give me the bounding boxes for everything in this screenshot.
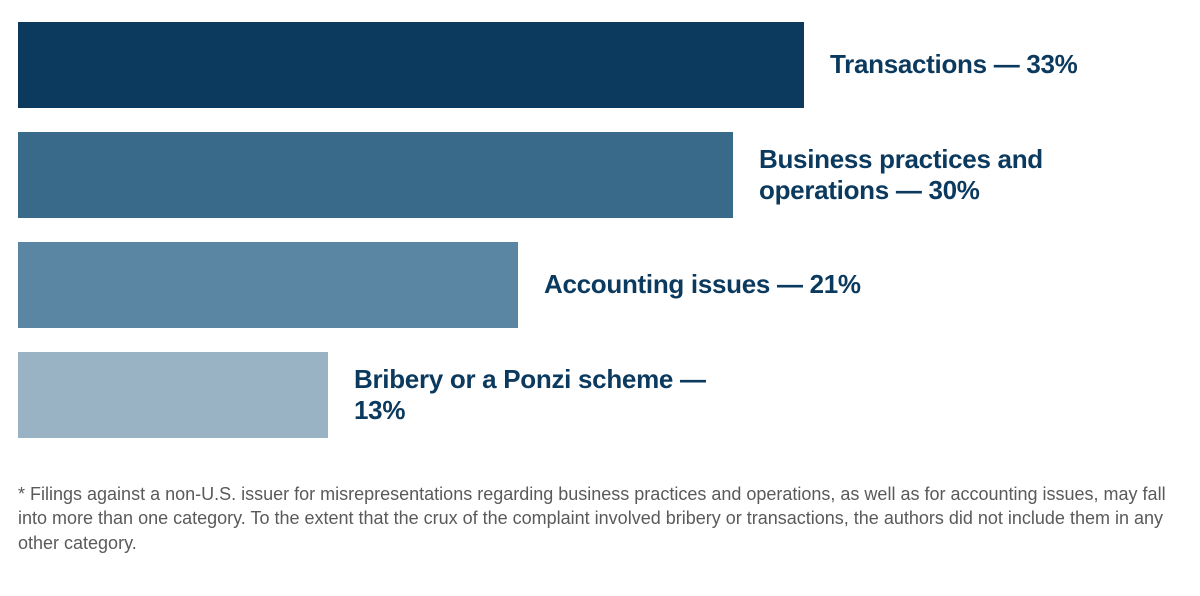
bar-label: Business practices and operations — 30% xyxy=(759,144,1139,206)
bar-segment xyxy=(18,242,518,328)
bar-segment xyxy=(18,22,804,108)
bar-chart: Transactions — 33% Business practices an… xyxy=(0,0,1200,438)
bar-row: Bribery or a Ponzi scheme — 13% xyxy=(18,352,1182,438)
bar-label: Bribery or a Ponzi scheme — 13% xyxy=(354,364,734,426)
bar-label: Transactions — 33% xyxy=(830,49,1077,80)
bar-segment xyxy=(18,352,328,438)
bar-label: Accounting issues — 21% xyxy=(544,269,861,300)
bar-segment xyxy=(18,132,733,218)
footnote-text: * Filings against a non-U.S. issuer for … xyxy=(0,462,1200,555)
bar-row: Business practices and operations — 30% xyxy=(18,132,1182,218)
bar-row: Transactions — 33% xyxy=(18,22,1182,108)
bar-row: Accounting issues — 21% xyxy=(18,242,1182,328)
